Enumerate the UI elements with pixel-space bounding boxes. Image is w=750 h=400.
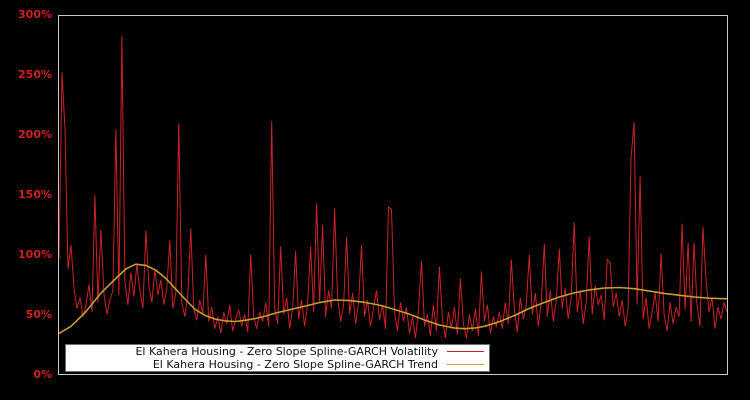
legend-item-trend: El Kahera Housing - Zero Slope Spline-GA… — [66, 358, 484, 371]
y-tick-label: 100% — [18, 248, 52, 261]
y-tick-label: 300% — [18, 8, 52, 21]
y-tick-label: 200% — [18, 128, 52, 141]
trend-series — [59, 263, 727, 335]
y-axis: 300% 250% 200% 150% 100% 50% 0% — [0, 0, 52, 400]
legend-label-trend: El Kahera Housing - Zero Slope Spline-GA… — [152, 358, 438, 371]
y-tick-label: 0% — [33, 368, 52, 381]
legend-item-volatility: El Kahera Housing - Zero Slope Spline-GA… — [66, 345, 484, 358]
plot-svg — [59, 36, 727, 339]
y-tick-label: 150% — [18, 188, 52, 201]
legend-line-trend-swatch — [447, 364, 484, 365]
legend-label-volatility: El Kahera Housing - Zero Slope Spline-GA… — [135, 345, 438, 358]
y-tick-label: 50% — [25, 308, 52, 321]
volatility-series — [59, 36, 727, 339]
legend-line-volatility-swatch — [447, 351, 484, 352]
plot-area — [58, 15, 728, 375]
y-tick-label: 250% — [18, 68, 52, 81]
legend: El Kahera Housing - Zero Slope Spline-GA… — [65, 344, 490, 372]
